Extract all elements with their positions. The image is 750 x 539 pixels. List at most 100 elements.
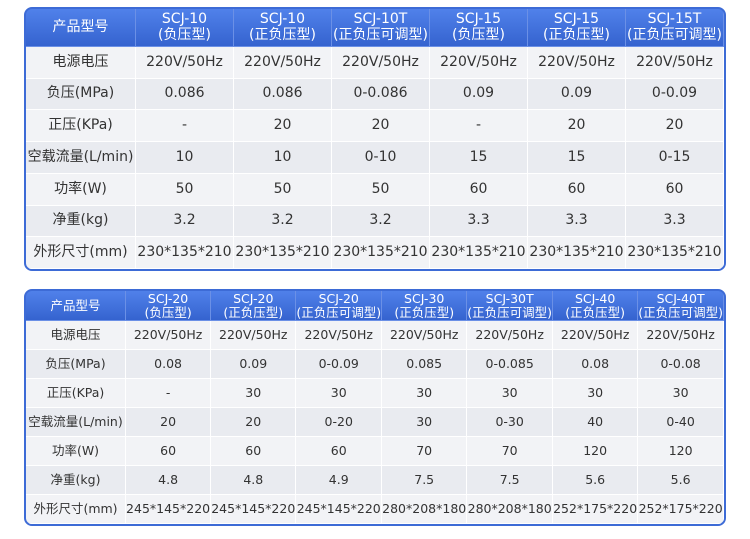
value-cell: 60 <box>211 437 297 466</box>
cell-value: 220V/50Hz <box>342 53 419 70</box>
cell-value: 60 <box>330 443 347 459</box>
cell-value: 3.2 <box>271 212 294 229</box>
cell-value: 70 <box>416 443 433 459</box>
value-cell: 5.6 <box>638 466 724 495</box>
value-cell: 60 <box>528 173 626 206</box>
cell-value: 4.8 <box>158 472 179 488</box>
value-cell: 30 <box>553 379 639 408</box>
cell-value: 60 <box>469 180 488 197</box>
header-cell: SCJ-40T (正负压可调型) <box>638 291 724 321</box>
row-label-cell: 负压(MPa) <box>26 78 136 111</box>
model-type: (正负压可调型) <box>638 304 723 320</box>
value-cell: 3.3 <box>626 205 724 238</box>
cell-value: 60 <box>245 443 262 459</box>
value-cell: 7.5 <box>467 466 554 495</box>
value-cell: 230*135*210 <box>528 237 626 269</box>
model-type: (正负压型) <box>543 26 610 43</box>
value-cell: 230*135*210 <box>626 237 724 269</box>
cell-value: 230*135*210 <box>235 243 330 260</box>
row-label: 空载流量(L/min) <box>27 148 134 165</box>
header-cell: SCJ-20 (负压型) <box>126 291 212 321</box>
cell-value: 0-15 <box>658 148 691 165</box>
header-cell: SCJ-15T (正负压可调型) <box>626 9 724 47</box>
header-cell: SCJ-20 (正负压型) <box>211 291 297 321</box>
value-cell: 70 <box>382 437 468 466</box>
cell-value: 0-0.085 <box>485 356 534 372</box>
cell-value: 30 <box>672 385 689 401</box>
model-type: (负压型) <box>452 26 505 43</box>
cell-value: 120 <box>583 443 608 459</box>
value-cell: 20 <box>234 110 332 143</box>
model-name: SCJ-10 <box>259 11 306 28</box>
model-type: (正负压可调型) <box>467 304 553 320</box>
row-label-cell: 空载流量(L/min) <box>26 142 136 174</box>
value-cell: 7.5 <box>382 466 468 495</box>
value-cell: 230*135*210 <box>234 237 332 269</box>
value-cell: 3.2 <box>234 205 332 238</box>
cell-value: 50 <box>371 180 390 197</box>
value-cell: - <box>126 379 212 408</box>
cell-value: 3.2 <box>369 212 392 229</box>
cell-value: 30 <box>501 385 518 401</box>
value-cell: 0.08 <box>126 350 212 379</box>
cell-value: 230*135*210 <box>529 243 624 260</box>
cell-value: 280*208*180 <box>467 501 552 517</box>
value-cell: 0-30 <box>467 408 554 437</box>
value-cell: 4.8 <box>126 466 212 495</box>
cell-value: 0-0.08 <box>660 356 701 372</box>
cell-value: 220V/50Hz <box>219 327 288 343</box>
cell-value: 60 <box>160 443 177 459</box>
row-label: 净重(kg) <box>50 472 101 488</box>
cell-value: 245*145*220 <box>126 501 211 517</box>
cell-value: 220V/50Hz <box>304 327 373 343</box>
cell-value: 220V/50Hz <box>538 53 615 70</box>
value-cell: 20 <box>528 110 626 143</box>
model-type: (正负压可调型) <box>627 26 722 43</box>
model-type: (正负压型) <box>223 304 284 320</box>
row-label-cell: 功率(W) <box>26 173 136 206</box>
cell-value: 60 <box>567 180 586 197</box>
row-label-cell: 净重(kg) <box>26 466 126 495</box>
cell-value: 230*135*210 <box>627 243 722 260</box>
cell-value: 0-20 <box>324 414 353 430</box>
cell-value: 40 <box>587 414 604 430</box>
value-cell: 0-0.09 <box>626 78 724 111</box>
cell-value: 30 <box>416 414 433 430</box>
cell-value: 5.6 <box>670 472 691 488</box>
row-label: 电源电压 <box>52 53 109 70</box>
value-cell: 245*145*220 <box>126 495 212 524</box>
value-cell: 120 <box>638 437 724 466</box>
value-cell: 4.9 <box>296 466 383 495</box>
value-cell: 220V/50Hz <box>211 321 297 350</box>
model-type: (负压型) <box>144 304 192 320</box>
cell-value: 0.085 <box>406 356 443 372</box>
cell-value: 0-0.09 <box>651 85 698 102</box>
value-cell: 0-0.08 <box>638 350 724 379</box>
value-cell: 60 <box>296 437 383 466</box>
header-cell: 产品型号 <box>26 9 136 47</box>
model-type: (正负压可调型) <box>296 304 382 320</box>
cell-value: 0-40 <box>666 414 695 430</box>
value-cell: 0-0.086 <box>332 78 430 111</box>
header-cell: SCJ-10T (正负压可调型) <box>332 9 430 47</box>
header-cell: SCJ-15 (正负压型) <box>528 9 626 47</box>
value-cell: 15 <box>430 142 528 174</box>
model-name: SCJ-30T <box>485 290 534 306</box>
cell-value: 220V/50Hz <box>244 53 321 70</box>
value-cell: 252*175*220 <box>553 495 639 524</box>
value-cell: 0.086 <box>136 78 234 111</box>
cell-value: 50 <box>273 180 292 197</box>
cell-value: 7.5 <box>499 472 520 488</box>
model-type: (正负压型) <box>565 304 626 320</box>
value-cell: 30 <box>296 379 383 408</box>
cell-value: 220V/50Hz <box>475 327 544 343</box>
value-cell: 230*135*210 <box>430 237 528 269</box>
row-label: 负压(MPa) <box>46 85 115 102</box>
value-cell: 280*208*180 <box>467 495 554 524</box>
cell-value: 5.6 <box>585 472 606 488</box>
cell-value: 30 <box>416 385 433 401</box>
cell-value: 0-0.086 <box>353 85 408 102</box>
row-label-cell: 净重(kg) <box>26 205 136 238</box>
value-cell: 0.09 <box>430 78 528 111</box>
